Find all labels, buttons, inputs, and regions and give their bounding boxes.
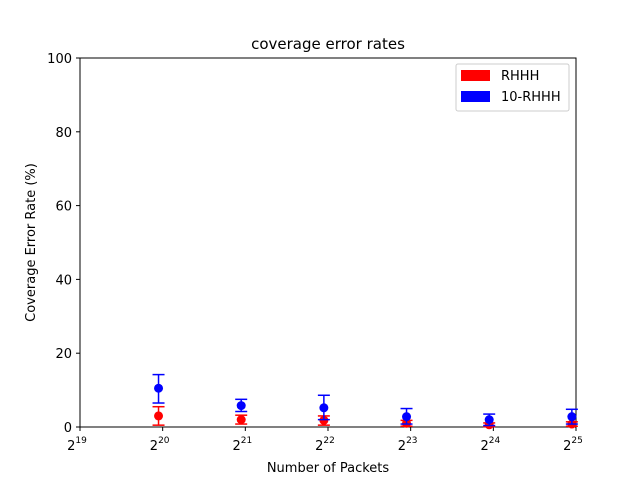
y-tick-label: 20 (55, 347, 72, 362)
x-axis-ticks: 219 220 221 222 223 224 225 (67, 427, 583, 454)
data-point (154, 383, 164, 393)
x-axis-label: Number of Packets (267, 461, 390, 476)
x-tick-label: 224 (480, 436, 500, 454)
y-tick-label: 80 (55, 126, 72, 141)
plot-area (79, 57, 577, 428)
legend: RHHH 10-RHHH (455, 63, 570, 112)
data-point (567, 412, 577, 422)
series-10-rhhh (152, 373, 578, 427)
y-tick-label: 40 (55, 273, 72, 288)
y-tick-label: 60 (55, 200, 72, 215)
x-tick-label: 223 (398, 436, 418, 454)
y-tick-label: 100 (47, 52, 72, 67)
data-point (154, 411, 164, 421)
data-point (402, 412, 412, 422)
legend-swatch (461, 70, 490, 81)
y-axis-ticks: 0 20 40 60 80 100 (47, 52, 80, 436)
data-marks (152, 373, 578, 430)
legend-label: RHHH (501, 69, 539, 84)
x-tick-label: 221 (232, 436, 252, 454)
x-tick-label: 220 (150, 436, 170, 454)
x-tick-label: 222 (315, 436, 335, 454)
data-point (236, 401, 246, 411)
data-point (236, 415, 246, 425)
data-point (319, 403, 329, 413)
x-tick-label: 219 (67, 436, 87, 454)
y-tick-label: 0 (64, 421, 72, 436)
data-point (484, 415, 494, 425)
legend-swatch (461, 91, 490, 102)
chart-title: coverage error rates (251, 35, 405, 53)
y-axis-label: Coverage Error Rate (%) (24, 163, 39, 322)
legend-label: 10-RHHH (501, 90, 561, 105)
x-tick-label: 225 (563, 436, 583, 454)
